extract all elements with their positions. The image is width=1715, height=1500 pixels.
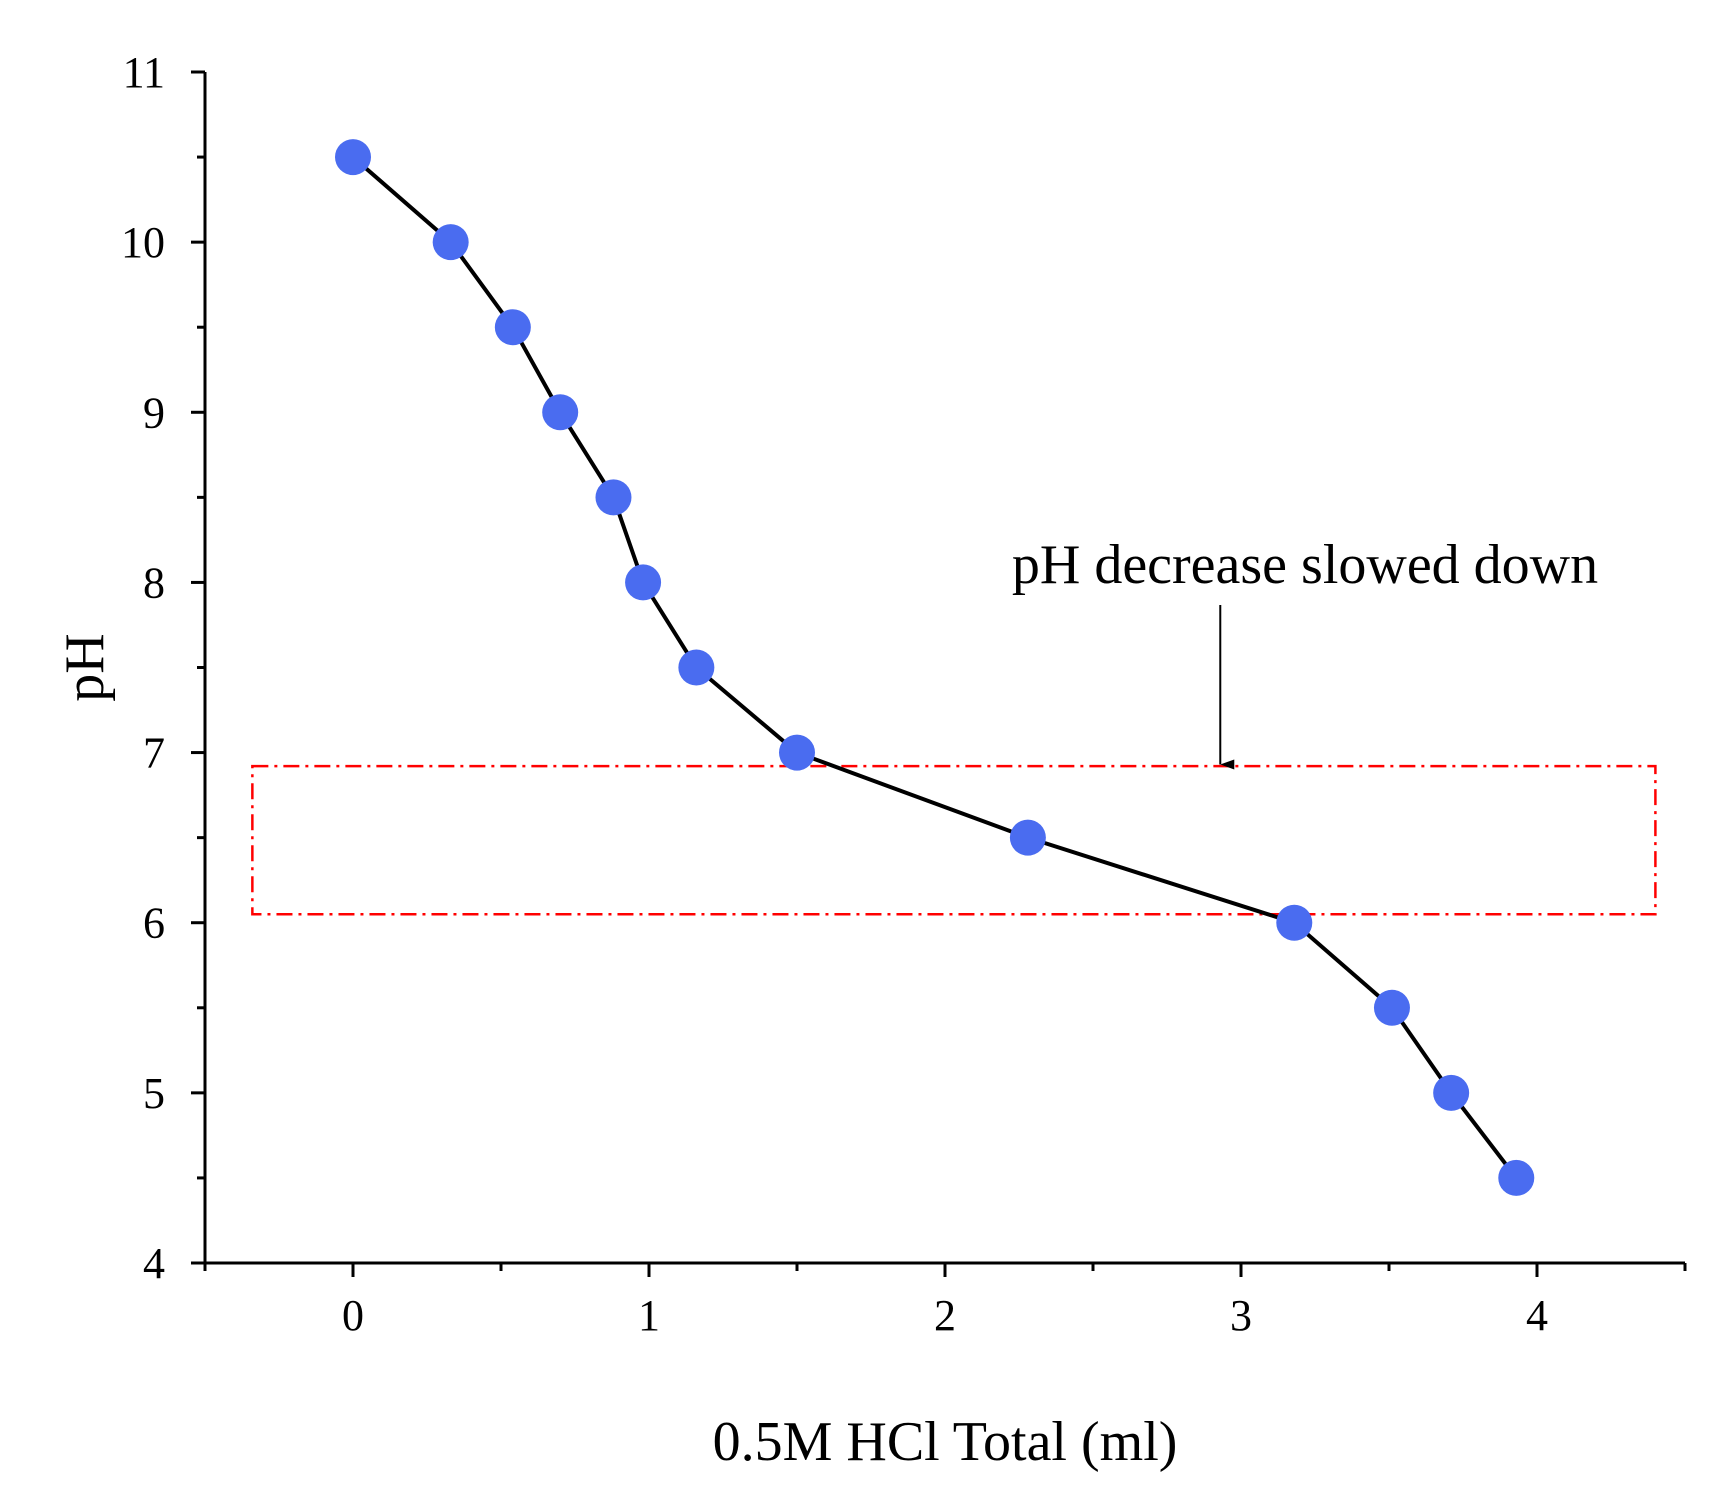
data-point [595, 479, 632, 516]
data-point [1009, 819, 1046, 856]
data-point [1498, 1159, 1535, 1196]
y-axis-title: pH [54, 633, 116, 701]
y-tick-label: 7 [143, 729, 165, 778]
y-tick-label: 9 [143, 388, 165, 437]
data-points [335, 139, 1535, 1196]
axes: 0 1 2 3 4 4 5 6 7 8 9 10 11 [121, 48, 1687, 1340]
x-tick-label: 0 [342, 1291, 364, 1340]
data-point [1373, 989, 1410, 1026]
y-axis-ticks: 4 5 6 7 8 9 10 11 [121, 48, 205, 1288]
data-point [1433, 1074, 1470, 1111]
y-tick-label: 8 [143, 558, 165, 607]
x-tick-label: 2 [934, 1291, 956, 1340]
data-point [335, 139, 371, 176]
y-tick-label: 11 [123, 48, 165, 97]
data-point [625, 564, 662, 601]
x-tick-label: 4 [1526, 1291, 1548, 1340]
annotation-text: pH decrease slowed down [1012, 534, 1598, 596]
y-tick-label: 10 [121, 218, 165, 267]
x-tick-label: 3 [1230, 1291, 1252, 1340]
y-tick-label: 6 [143, 899, 165, 948]
highlight-box [251, 764, 1657, 916]
data-point [779, 734, 815, 771]
annotation: pH decrease slowed down [1012, 534, 1598, 770]
data-point [494, 309, 531, 346]
x-tick-label: 1 [638, 1291, 660, 1340]
y-tick-label: 4 [143, 1239, 165, 1288]
data-point [542, 394, 579, 431]
data-point [1276, 904, 1313, 941]
series-line-layer [351, 155, 1518, 1180]
x-axis-title: 0.5M HCl Total (ml) [713, 1411, 1178, 1473]
x-axis-ticks: 0 1 2 3 4 [203, 1263, 1687, 1340]
plot-area [251, 139, 1657, 1196]
highlight-layer [251, 764, 1657, 916]
y-tick-label: 5 [143, 1069, 165, 1118]
data-point [432, 224, 469, 261]
series-line [351, 155, 1518, 1180]
data-point [678, 649, 715, 686]
